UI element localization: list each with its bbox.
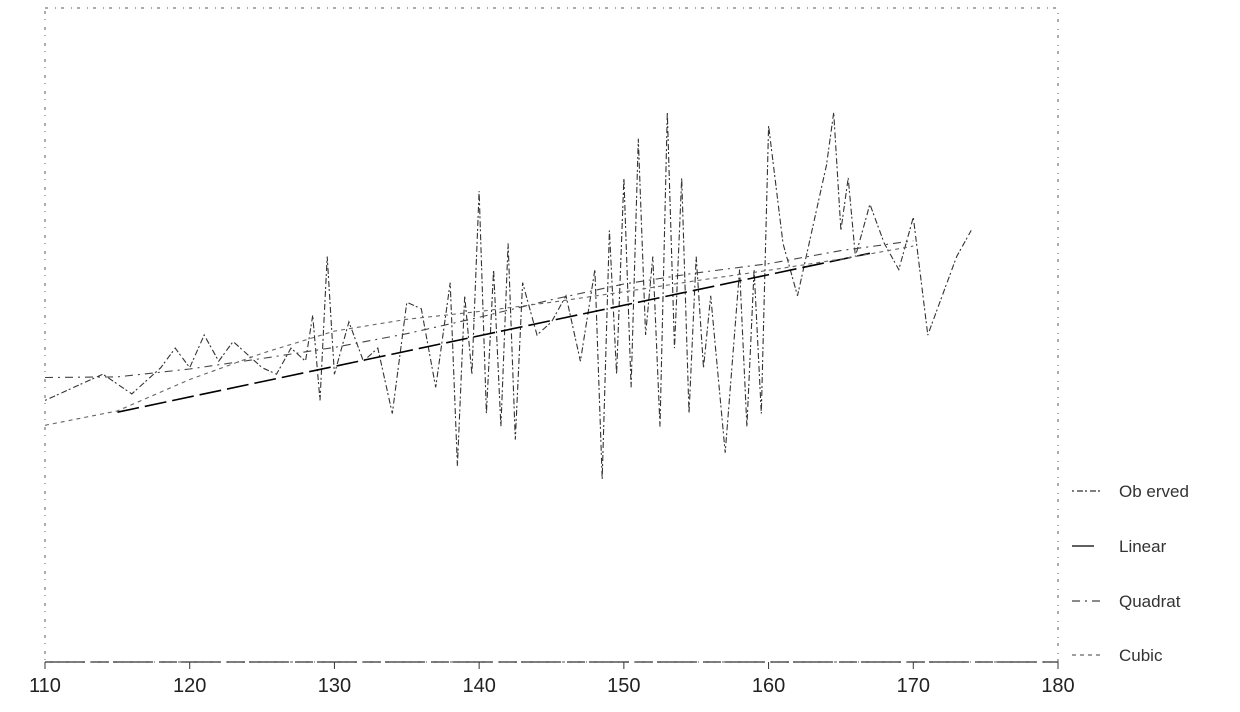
series-layer bbox=[44, 112, 972, 479]
series-line-quadratic bbox=[44, 240, 914, 379]
legend-label-linear: Linear bbox=[1119, 537, 1167, 556]
x-tick-label: 110 bbox=[29, 675, 61, 697]
series-line-linear bbox=[117, 252, 871, 413]
legend-label-cubic: Cubic bbox=[1119, 646, 1163, 665]
legend-label-quadratic: Quadrat bbox=[1119, 592, 1181, 611]
plot-frame bbox=[44, 7, 1059, 663]
x-tick-label: 160 bbox=[752, 675, 785, 697]
legend: Ob erved Linear Quadrat Cubic bbox=[1072, 482, 1189, 665]
legend-label-observed: Ob erved bbox=[1119, 482, 1189, 501]
x-tick-label: 150 bbox=[607, 675, 640, 697]
series-line-observed bbox=[44, 112, 972, 479]
x-axis-ticks: 110 120 130 140 150 160 170 180 bbox=[29, 662, 1075, 697]
x-tick-label: 120 bbox=[173, 675, 206, 697]
x-tick-label: 140 bbox=[462, 675, 495, 697]
x-tick-label: 180 bbox=[1041, 675, 1074, 697]
x-tick-label: 170 bbox=[897, 675, 930, 697]
series-line-cubic bbox=[44, 245, 914, 426]
x-tick-label: 130 bbox=[318, 675, 351, 697]
